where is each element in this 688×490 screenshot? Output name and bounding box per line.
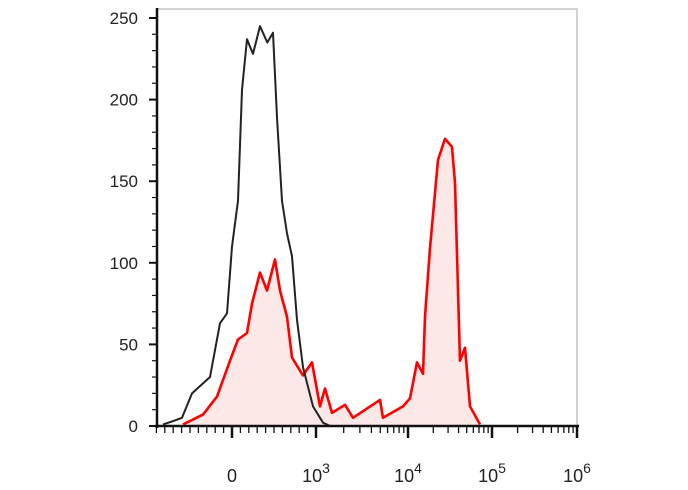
plot-area	[162, 25, 482, 427]
axes	[149, 8, 579, 438]
x-tick-label: 103	[302, 460, 330, 486]
plot-frame	[156, 8, 578, 427]
series-fill	[183, 138, 480, 427]
x-tick-label: 0	[227, 466, 237, 486]
y-tick-label: 150	[110, 172, 138, 191]
x-tick-labels: 0 103 104 105 106	[227, 460, 591, 486]
y-tick-label: 200	[110, 91, 138, 110]
y-tick-label: 50	[119, 335, 138, 354]
x-tick-label: 106	[563, 460, 591, 486]
y-tick-labels: 0 50 100 150 200 250	[110, 9, 138, 436]
y-tick-label: 0	[129, 417, 138, 436]
y-tick-label: 250	[110, 9, 138, 28]
y-tick-label: 100	[110, 254, 138, 273]
x-tick-label: 104	[394, 460, 422, 486]
control-histogram-line	[162, 25, 434, 427]
x-tick-label: 105	[478, 460, 506, 486]
stained-histogram-line	[182, 137, 482, 426]
